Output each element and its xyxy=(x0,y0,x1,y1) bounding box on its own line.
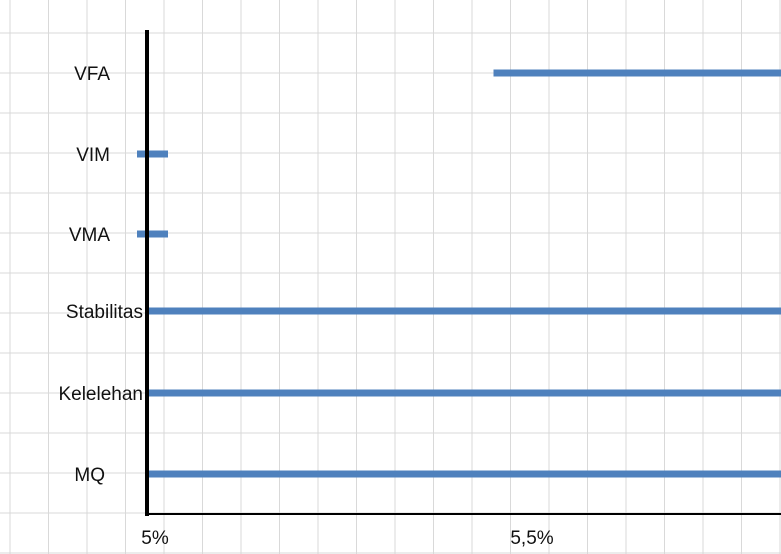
range-bars xyxy=(137,69,781,478)
category-label-vma: VMA xyxy=(69,225,111,246)
x-tick-label: 5% xyxy=(141,528,169,549)
category-label-stabilitas: Stabilitas xyxy=(66,302,143,323)
x-tick-label: 5,5% xyxy=(510,528,553,549)
category-label-kelelehan: Kelelehan xyxy=(58,384,143,405)
category-label-vfa: VFA xyxy=(74,64,110,85)
axes xyxy=(145,30,781,516)
category-label-vim: VIM xyxy=(76,145,110,166)
category-label-mq: MQ xyxy=(74,465,105,486)
labels: VFAVIMVMAStabilitasKelelehanMQ5%5,5%6%6,… xyxy=(58,64,553,549)
